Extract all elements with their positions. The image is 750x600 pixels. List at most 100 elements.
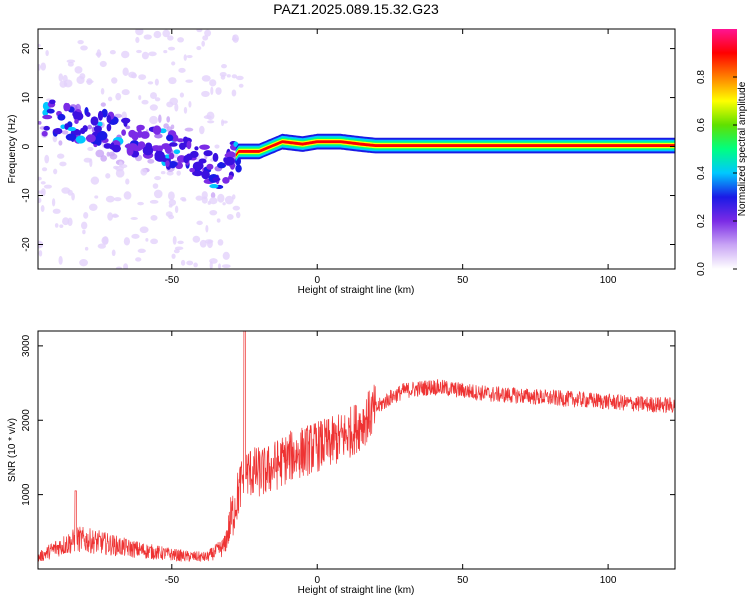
- spectrogram-noise-blob: [115, 266, 123, 269]
- spectrogram-noise-blob: [231, 89, 237, 97]
- spectrogram-noise-blob: [167, 46, 176, 51]
- spectrogram-ridge-blob: [165, 160, 170, 167]
- spectrogram-y-tick-label: -10: [21, 188, 32, 203]
- snr-panel: -50 0 50 100 1000 2000 3000 Height of straight…: [7, 330, 676, 596]
- spectrogram-noise-blob: [82, 229, 86, 235]
- spectrogram-noise-blob: [171, 61, 176, 66]
- spectrogram-noise-blob: [196, 29, 203, 33]
- spectrogram-ridge-blob: [46, 108, 55, 114]
- spectrogram-noise-blob: [113, 197, 122, 202]
- spectrogram-ridge-blob: [156, 145, 163, 153]
- spectrogram-noise-blob: [121, 50, 130, 59]
- spectrogram-noise-blob: [83, 212, 89, 219]
- spectrogram-noise-blob: [185, 79, 194, 83]
- snr-frame: [37, 330, 676, 570]
- spectrogram-noise-blob: [87, 146, 94, 151]
- spectrogram-ridge-blob: [152, 125, 162, 135]
- spectrogram-noise-blob: [62, 217, 70, 226]
- spectrogram-noise-blob: [44, 154, 50, 164]
- spectrogram-noise-blob: [183, 106, 188, 114]
- spectrogram-noise-blob: [89, 158, 93, 168]
- spectrogram-blobs: [38, 29, 244, 269]
- spectrogram-noise-blob: [43, 184, 52, 189]
- spectrogram-noise-blob: [87, 124, 93, 130]
- spectrogram-noise-blob: [201, 196, 208, 204]
- spectrogram-ridge-blob: [90, 116, 99, 126]
- spectrogram-noise-blob: [135, 36, 140, 44]
- snr-x-tick-label: -50: [165, 575, 180, 586]
- spectrogram-ridge-blob: [185, 153, 193, 161]
- spectrogram-ridge-blob: [53, 127, 63, 135]
- spectrogram-noise-blob: [222, 202, 226, 206]
- spectrogram-noise-blob: [147, 158, 155, 164]
- spectrogram-noise-blob: [176, 170, 181, 176]
- spectrogram-noise-blob: [101, 236, 109, 245]
- spectrogram-ridge-blob: [164, 144, 172, 154]
- spectrogram-noise-blob: [154, 78, 159, 86]
- spectrogram-noise-blob: [179, 92, 185, 98]
- spectrogram-ridge-blob: [206, 163, 214, 170]
- spectrogram-ridge-blob: [110, 142, 115, 150]
- spectrogram-noise-blob: [107, 96, 113, 102]
- spectrogram-noise-blob: [67, 61, 74, 67]
- spectrogram-ridge-blob: [106, 114, 112, 123]
- spectrogram-noise-blob: [180, 259, 186, 266]
- spectrogram-ridge-blob: [63, 102, 70, 112]
- spectrogram-ticks: -50 0 50 100 -20 -10 0 10 20: [21, 29, 675, 286]
- spectrogram-ridge-blob: [126, 146, 134, 156]
- spectrogram-noise-blob: [204, 29, 212, 37]
- spectrogram-noise-blob: [80, 45, 88, 51]
- spectrogram-noise-blob: [177, 37, 184, 43]
- spectrogram-ridge-blob: [224, 156, 236, 166]
- spectrogram-noise-blob: [204, 239, 214, 244]
- spectrogram-noise-blob: [95, 149, 105, 158]
- spectrogram-noise-blob: [231, 74, 238, 79]
- spectrogram-noise-blob: [138, 74, 147, 80]
- spectrogram-ridge-blob: [97, 130, 108, 141]
- spectrogram-noise-blob: [123, 191, 132, 200]
- spectrogram-noise-blob: [118, 161, 123, 167]
- spectrogram-noise-blob: [94, 195, 99, 199]
- spectrogram-noise-blob: [97, 243, 106, 249]
- spectrogram-noise-blob: [206, 111, 215, 121]
- spectrogram-noise-blob: [149, 199, 159, 204]
- spectrogram-noise-blob: [180, 196, 186, 201]
- snr-y-tick-label: 3000: [21, 334, 32, 357]
- spectrogram-ridge-blob: [85, 112, 91, 118]
- spectrogram-noise-blob: [149, 115, 158, 125]
- snr-y-tick-label: 2000: [21, 409, 32, 432]
- colorbar-ticks: 0.0 0.2 0.4 0.6 0.8: [696, 70, 737, 276]
- spectrogram-noise-blob: [86, 79, 94, 84]
- spectrogram-noise-blob: [177, 240, 184, 245]
- spectrogram-ridge-blob: [189, 167, 196, 173]
- spectrogram-noise-blob: [171, 253, 176, 259]
- spectrogram-noise-blob: [115, 168, 125, 178]
- spectrogram-noise-blob: [218, 263, 222, 269]
- snr-x-tick-label: 100: [600, 575, 617, 586]
- spectrogram-noise-blob: [113, 165, 119, 170]
- spectrogram-ridge-blob: [103, 143, 112, 149]
- spectrogram-y-tick-label: 0: [21, 143, 32, 149]
- spectrogram-ridge-blob: [41, 130, 48, 137]
- spectrogram-noise-blob: [168, 199, 177, 206]
- spectrogram-ridge-blob: [192, 170, 203, 177]
- spectrogram-noise-blob: [162, 29, 171, 38]
- spectrogram-noise-blob: [167, 35, 174, 41]
- spectrogram-ridge-blob: [169, 161, 177, 169]
- spectrogram-noise-blob: [115, 92, 122, 101]
- spectrogram-noise-blob: [59, 224, 64, 229]
- spectrogram-noise-blob: [172, 235, 177, 245]
- colorbar-tick-label: 0.0: [696, 262, 707, 276]
- spectrogram-y-tick-label: 10: [21, 92, 32, 104]
- spectrogram-noise-blob: [209, 197, 218, 205]
- spectrogram-noise-blob: [38, 43, 41, 48]
- spectrogram-x-tick-label: -50: [165, 275, 180, 286]
- spectrogram-noise-blob: [152, 183, 159, 189]
- spectrogram-noise-blob: [123, 263, 129, 269]
- colorbar-label: Normalized spectral amplitude: [737, 81, 748, 216]
- spectrogram-noise-blob: [217, 239, 224, 246]
- spectrogram-ridge-blob: [203, 150, 213, 157]
- spectrogram-noise-blob: [137, 248, 146, 254]
- spectrogram-noise-blob: [149, 104, 158, 111]
- spectrogram-noise-blob: [114, 113, 122, 118]
